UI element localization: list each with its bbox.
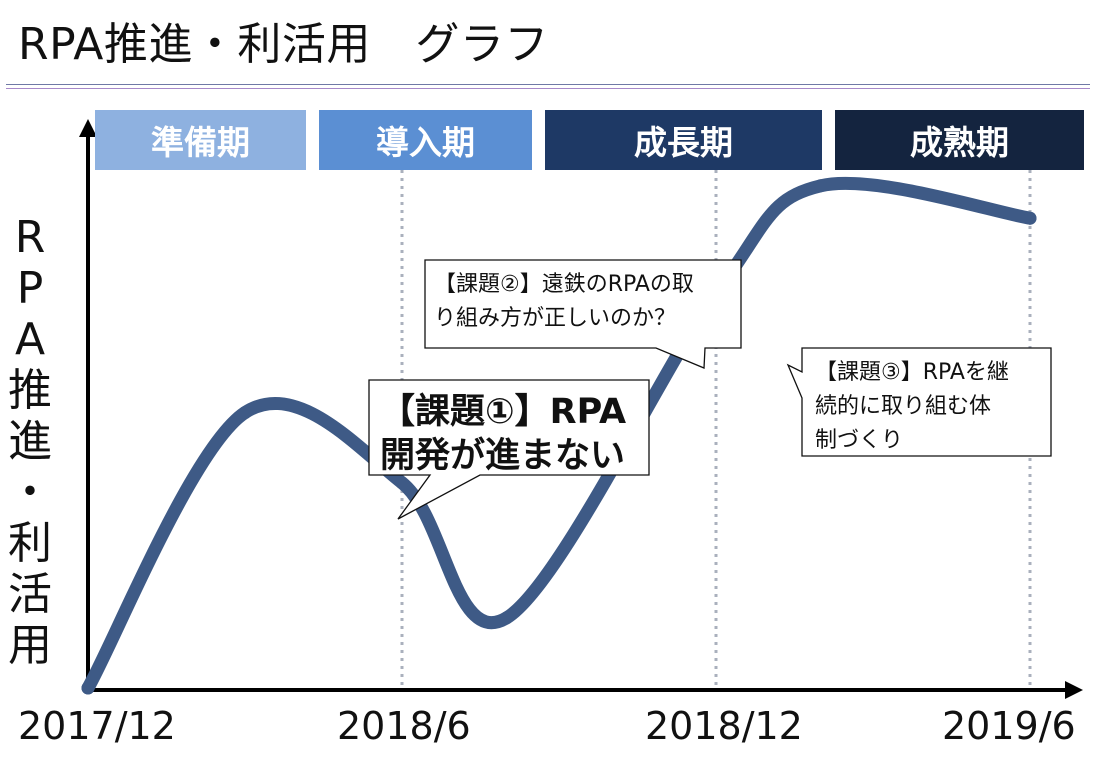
callout-3-box (786, 347, 1052, 457)
data-point (500, 611, 514, 625)
title-divider-top (6, 84, 1090, 85)
x-tick-label: 2017/12 (18, 704, 176, 748)
callout-1-box (368, 379, 650, 520)
y-axis-label-char: R (14, 212, 46, 263)
y-axis-label-char: 推 (8, 365, 52, 416)
callout-3-line: 制づくり (815, 428, 904, 453)
y-axis-label-char: 用 (8, 620, 52, 671)
y-axis-label-char: A (14, 314, 46, 365)
data-point (814, 179, 828, 193)
phase-prep: 準備期 (95, 110, 306, 170)
y-axis-label-char: 活 (8, 569, 52, 620)
phase-growth-label: 成長期 (634, 123, 733, 162)
x-gridlines (400, 170, 1032, 690)
callout-2-line: り組み方が正しいのか？ (434, 306, 677, 331)
series-points (81, 179, 1037, 695)
callout-1-text: 【課題①】RPA 開発が進まない (380, 390, 626, 478)
callout-3-line: 【課題③】RPAを継 (815, 360, 1009, 385)
phase-mature-label: 成熟期 (910, 123, 1009, 162)
data-point (238, 406, 252, 420)
callout-2-text: 【課題②】遠鉄のRPAの取 り組み方が正しいのか？ (434, 268, 694, 336)
y-axis-label-char: 利 (8, 518, 52, 569)
callout-3-text: 【課題③】RPAを継 続的に取り組む体 制づくり (815, 356, 1009, 458)
y-axis-label-char: 進 (8, 416, 52, 467)
callout-2-box (424, 259, 742, 369)
x-tick-label: 2019/6 (942, 704, 1076, 748)
callout-1-line: 【課題①】RPA (380, 392, 627, 432)
data-point (81, 681, 95, 695)
data-point (395, 476, 409, 490)
callout-3-line: 続的に取り組む体 (815, 394, 992, 419)
callout-1-line: 開発が進まない (380, 436, 626, 476)
phase-growth: 成長期 (545, 110, 822, 170)
x-tick-label: 2018/12 (645, 704, 803, 748)
x-tick-label: 2018/6 (337, 704, 471, 748)
phase-mature: 成熟期 (835, 110, 1084, 170)
callout-2-line: 【課題②】遠鉄のRPAの取 (434, 272, 694, 297)
y-axis-label-char: P (16, 263, 44, 314)
phase-intro-label: 導入期 (376, 123, 475, 162)
phase-intro: 導入期 (319, 110, 532, 170)
title-divider-bottom (6, 88, 1090, 89)
page-title: RPA推進・利活用 グラフ (18, 19, 549, 70)
data-point (1023, 211, 1037, 225)
phase-prep-label: 準備期 (151, 123, 250, 162)
y-axis-label: R P A 推 進 ・ 利 活 用 (6, 212, 54, 671)
y-axis-label-char: ・ (8, 467, 52, 518)
